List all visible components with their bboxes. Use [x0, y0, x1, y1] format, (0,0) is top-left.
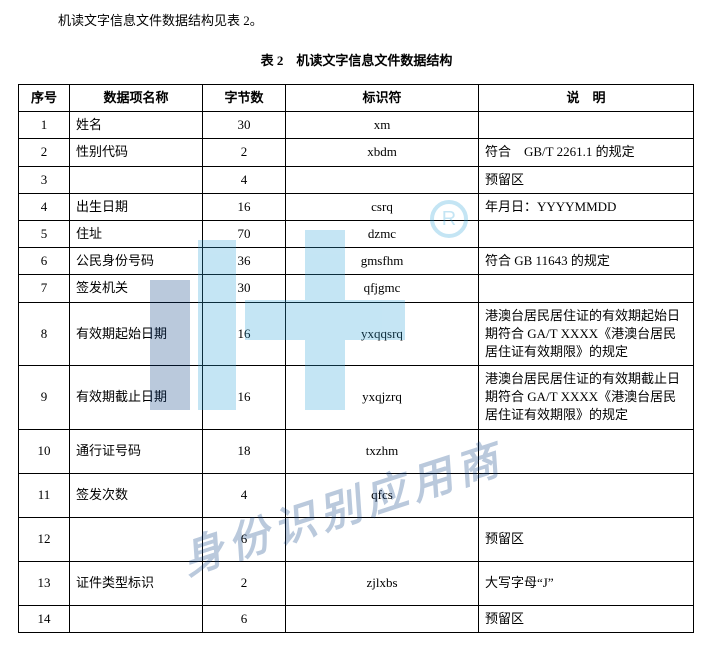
cell-identifier: zjlxbs — [286, 561, 479, 605]
table-row: 7签发机关30qfjgmc — [19, 275, 694, 302]
cell-name: 住址 — [70, 220, 203, 247]
cell-seq: 3 — [19, 166, 70, 193]
cell-name — [70, 517, 203, 561]
cell-bytes: 30 — [203, 112, 286, 139]
cell-description: 预留区 — [479, 517, 694, 561]
cell-description — [479, 220, 694, 247]
table-row: 4出生日期16csrq年月日：YYYYMMDD — [19, 193, 694, 220]
cell-description: 港澳台居民居住证的有效期起始日期符合 GA/T XXXX《港澳台居民居住证有效期… — [479, 302, 694, 366]
cell-identifier: txzhm — [286, 429, 479, 473]
table-row: 3 4 预留区 — [19, 166, 694, 193]
cell-seq: 11 — [19, 473, 70, 517]
table-row: 9有效期截止日期16yxqjzrq港澳台居民居住证的有效期截止日期符合 GA/T… — [19, 366, 694, 430]
cell-identifier — [286, 605, 479, 632]
table-row: 8有效期起始日期16yxqqsrq港澳台居民居住证的有效期起始日期符合 GA/T… — [19, 302, 694, 366]
header-description: 说 明 — [479, 85, 694, 112]
cell-identifier: qfjgmc — [286, 275, 479, 302]
cell-seq: 6 — [19, 248, 70, 275]
cell-bytes: 4 — [203, 166, 286, 193]
cell-name: 签发机关 — [70, 275, 203, 302]
cell-name: 公民身份号码 — [70, 248, 203, 275]
table-body: 1姓名30xm2性别代码2xbdm符合 GB/T 2261.1 的规定34预留区… — [19, 112, 694, 633]
table-row: 2性别代码2xbdm符合 GB/T 2261.1 的规定 — [19, 139, 694, 166]
cell-seq: 12 — [19, 517, 70, 561]
cell-seq: 13 — [19, 561, 70, 605]
cell-description: 大写字母“J” — [479, 561, 694, 605]
cell-identifier: xbdm — [286, 139, 479, 166]
table-header-row: 序号 数据项名称 字节数 标识符 说 明 — [19, 85, 694, 112]
cell-description: 年月日：YYYYMMDD — [479, 193, 694, 220]
cell-description: 符合 GB 11643 的规定 — [479, 248, 694, 275]
cell-identifier — [286, 517, 479, 561]
cell-identifier: yxqqsrq — [286, 302, 479, 366]
table-row: 5住址70dzmc — [19, 220, 694, 247]
cell-bytes: 6 — [203, 605, 286, 632]
cell-name: 签发次数 — [70, 473, 203, 517]
table-row: 10通行证号码18txzhm — [19, 429, 694, 473]
table-row: 13证件类型标识2zjlxbs大写字母“J” — [19, 561, 694, 605]
table-row: 1姓名30xm — [19, 112, 694, 139]
cell-name: 有效期起始日期 — [70, 302, 203, 366]
cell-name: 出生日期 — [70, 193, 203, 220]
cell-name — [70, 166, 203, 193]
cell-name: 有效期截止日期 — [70, 366, 203, 430]
cell-name — [70, 605, 203, 632]
header-identifier: 标识符 — [286, 85, 479, 112]
table-row: 6公民身份号码36gmsfhm符合 GB 11643 的规定 — [19, 248, 694, 275]
cell-seq: 7 — [19, 275, 70, 302]
table-row: 14 6 预留区 — [19, 605, 694, 632]
intro-text: 机读文字信息文件数据结构见表 2。 — [58, 10, 263, 29]
cell-identifier: dzmc — [286, 220, 479, 247]
cell-identifier: csrq — [286, 193, 479, 220]
cell-bytes: 30 — [203, 275, 286, 302]
cell-seq: 1 — [19, 112, 70, 139]
data-structure-table: 序号 数据项名称 字节数 标识符 说 明 1姓名30xm2性别代码2xbdm符合… — [18, 84, 694, 633]
cell-bytes: 6 — [203, 517, 286, 561]
cell-bytes: 16 — [203, 193, 286, 220]
table-caption: 表 2 机读文字信息文件数据结构 — [0, 50, 713, 69]
cell-name: 通行证号码 — [70, 429, 203, 473]
cell-bytes: 18 — [203, 429, 286, 473]
cell-bytes: 2 — [203, 139, 286, 166]
header-name: 数据项名称 — [70, 85, 203, 112]
cell-description: 港澳台居民居住证的有效期截止日期符合 GA/T XXXX《港澳台居民居住证有效期… — [479, 366, 694, 430]
cell-bytes: 70 — [203, 220, 286, 247]
header-seq: 序号 — [19, 85, 70, 112]
cell-name: 证件类型标识 — [70, 561, 203, 605]
cell-description: 符合 GB/T 2261.1 的规定 — [479, 139, 694, 166]
page: 机读文字信息文件数据结构见表 2。 表 2 机读文字信息文件数据结构 序号 数据… — [0, 0, 713, 671]
cell-description — [479, 429, 694, 473]
cell-description — [479, 473, 694, 517]
cell-seq: 10 — [19, 429, 70, 473]
table-row: 11签发次数4qfcs — [19, 473, 694, 517]
cell-bytes: 36 — [203, 248, 286, 275]
cell-description: 预留区 — [479, 166, 694, 193]
cell-bytes: 2 — [203, 561, 286, 605]
cell-identifier: qfcs — [286, 473, 479, 517]
cell-identifier: gmsfhm — [286, 248, 479, 275]
cell-seq: 14 — [19, 605, 70, 632]
cell-identifier — [286, 166, 479, 193]
cell-name: 姓名 — [70, 112, 203, 139]
header-bytes: 字节数 — [203, 85, 286, 112]
cell-bytes: 16 — [203, 302, 286, 366]
cell-name: 性别代码 — [70, 139, 203, 166]
cell-identifier: yxqjzrq — [286, 366, 479, 430]
table-row: 12 6 预留区 — [19, 517, 694, 561]
cell-seq: 9 — [19, 366, 70, 430]
cell-description: 预留区 — [479, 605, 694, 632]
cell-description — [479, 275, 694, 302]
cell-identifier: xm — [286, 112, 479, 139]
cell-seq: 4 — [19, 193, 70, 220]
cell-bytes: 4 — [203, 473, 286, 517]
cell-description — [479, 112, 694, 139]
cell-seq: 2 — [19, 139, 70, 166]
cell-bytes: 16 — [203, 366, 286, 430]
cell-seq: 5 — [19, 220, 70, 247]
cell-seq: 8 — [19, 302, 70, 366]
